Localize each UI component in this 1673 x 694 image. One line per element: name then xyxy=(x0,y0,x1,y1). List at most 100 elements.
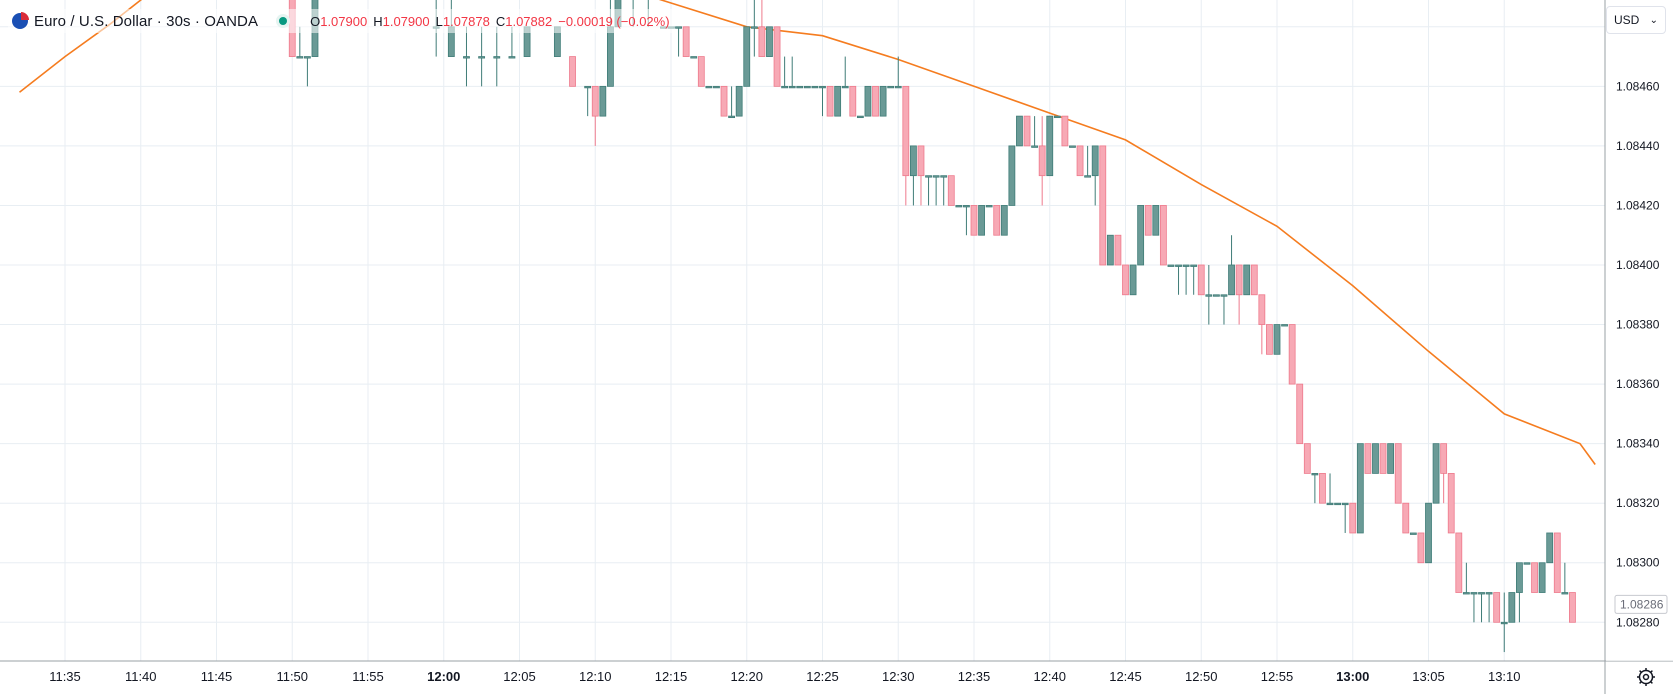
candle xyxy=(985,205,993,208)
candle xyxy=(1296,383,1304,445)
candle-body xyxy=(758,26,766,57)
candle-body xyxy=(1266,324,1273,355)
candle-body xyxy=(1364,443,1372,474)
candle-body xyxy=(872,85,879,117)
candle-body xyxy=(864,85,872,117)
candle xyxy=(788,56,796,89)
candle-body xyxy=(697,56,705,87)
last-price-tag xyxy=(1614,594,1668,614)
candle xyxy=(1372,443,1379,474)
candle-body xyxy=(834,85,842,117)
candle xyxy=(1440,443,1448,504)
candle xyxy=(1379,443,1387,474)
candle xyxy=(1076,145,1084,177)
currency-label: USD xyxy=(1614,13,1640,27)
candle xyxy=(697,56,705,87)
candle xyxy=(1447,473,1455,534)
candle xyxy=(773,26,781,87)
candle-body xyxy=(1038,145,1046,177)
candle-body xyxy=(1084,175,1092,178)
moving-average-layer xyxy=(19,0,1596,465)
candle xyxy=(978,205,985,236)
candle xyxy=(1122,264,1129,296)
price-axis-background xyxy=(1606,0,1673,661)
candle-body xyxy=(826,85,834,117)
candle xyxy=(834,85,842,117)
candle xyxy=(1432,443,1440,504)
candle xyxy=(796,85,804,89)
candle-body xyxy=(705,85,713,89)
gear-icon[interactable] xyxy=(1635,666,1657,688)
candle-body xyxy=(925,175,932,178)
candle-body xyxy=(1167,264,1175,267)
candle xyxy=(1485,592,1493,623)
chevron-down-icon: ⌄ xyxy=(1649,14,1658,26)
candle-body xyxy=(508,56,516,59)
candle-body xyxy=(796,85,804,89)
candle xyxy=(1319,473,1326,504)
candle xyxy=(1417,532,1425,564)
candle-body xyxy=(879,85,887,117)
candle xyxy=(1531,562,1538,593)
candle xyxy=(1258,294,1266,355)
x-tick-label: 12:10 xyxy=(579,669,612,684)
candle-body xyxy=(1061,115,1069,147)
close-value: 1.07882 xyxy=(505,13,553,29)
candle xyxy=(1516,562,1523,623)
candle-body xyxy=(569,56,576,87)
candle-body xyxy=(1402,502,1410,534)
low-label: L xyxy=(435,13,443,29)
candle-body xyxy=(970,205,978,236)
candle xyxy=(1046,115,1054,177)
candle-body xyxy=(1303,443,1311,474)
candle-body xyxy=(690,56,698,59)
candle-body xyxy=(1334,502,1341,506)
candle-body xyxy=(1531,562,1538,593)
candle-body xyxy=(887,85,895,89)
candle-body xyxy=(1455,532,1463,593)
candle xyxy=(1266,324,1273,355)
candle xyxy=(1500,592,1508,653)
market-open-dot-icon[interactable] xyxy=(276,14,291,28)
candle xyxy=(690,56,698,59)
candle xyxy=(1038,116,1046,206)
candle xyxy=(940,175,948,206)
symbol-title[interactable]: Euro / U.S. Dollar · 30s · OANDA xyxy=(34,12,259,30)
candle-body xyxy=(1213,294,1220,297)
candle xyxy=(1288,324,1296,385)
y-tick-label: 1.08300 xyxy=(1616,556,1660,570)
candle xyxy=(925,175,932,206)
candle-body xyxy=(993,205,1001,236)
candle xyxy=(902,85,910,206)
candle-body xyxy=(803,85,811,89)
candle-body xyxy=(463,56,470,59)
candle xyxy=(1553,532,1561,593)
candle xyxy=(917,145,925,206)
candle-body xyxy=(1500,621,1508,625)
candle xyxy=(1053,115,1061,119)
candle xyxy=(1213,294,1220,297)
candle xyxy=(1031,116,1038,148)
close-label: C xyxy=(495,13,506,29)
candle-body xyxy=(1561,592,1569,595)
candle xyxy=(1387,443,1395,474)
candle-body xyxy=(1205,294,1213,297)
y-tick-label: 1.08380 xyxy=(1616,318,1660,332)
candle-body xyxy=(1372,443,1379,474)
y-tick-label: 1.08320 xyxy=(1616,496,1660,510)
candle-body xyxy=(1447,473,1455,534)
high-label: H xyxy=(373,13,383,29)
candle xyxy=(1508,592,1516,623)
candle xyxy=(872,85,879,117)
candle xyxy=(1197,264,1205,296)
candle-body xyxy=(720,85,728,117)
candle xyxy=(1462,562,1470,595)
candle-body xyxy=(1485,592,1493,595)
currency-select[interactable]: USD ⌄ xyxy=(1606,6,1666,34)
x-tick-label: 12:05 xyxy=(503,669,536,684)
x-tick-label: 12:40 xyxy=(1033,669,1066,684)
candle-body xyxy=(750,26,758,29)
candle xyxy=(1220,294,1228,325)
candle xyxy=(803,85,811,89)
